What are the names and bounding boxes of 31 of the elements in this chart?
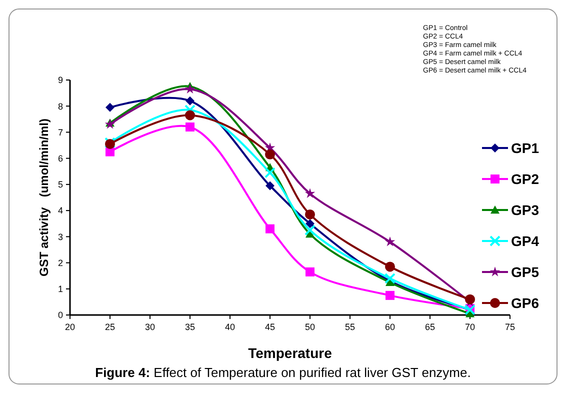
y-tick-label: 2	[58, 258, 63, 268]
x-tick-label: 70	[464, 322, 476, 332]
x-tick-label: 60	[384, 322, 396, 332]
legend-label: GP6	[511, 294, 540, 311]
x-tick-label: 50	[304, 322, 316, 332]
legend-label: GP4	[511, 232, 540, 249]
x-tick-label: 65	[424, 322, 436, 332]
y-tick-label: 7	[58, 127, 63, 138]
x-tick-label: 25	[104, 322, 116, 332]
y-tick-label: 9	[58, 75, 63, 86]
legend-label: GP1	[511, 140, 540, 156]
y-tick-label: 4	[58, 206, 63, 216]
y-tick-label: 3	[58, 232, 63, 242]
x-tick-label: 55	[344, 322, 356, 332]
x-axis-title: Temperature	[248, 345, 332, 361]
text: Figure 4: Effect of Temperature on purified rat liver GST enzyme.	[95, 365, 471, 380]
legend-label: GP5	[511, 264, 540, 280]
x-tick-label: 45	[264, 322, 276, 332]
legend-label: GP3	[511, 202, 540, 218]
x-tick-label: 30	[144, 322, 156, 332]
y-tick-label: 0	[58, 310, 63, 320]
x-tick-label: 75	[504, 322, 516, 332]
x-tick-label: 40	[224, 322, 236, 332]
y-axis-title: GST activity (umol/min/ml)	[37, 118, 51, 277]
y-tick-label: 8	[58, 101, 63, 112]
y-tick-label: 5	[58, 180, 63, 190]
legend-label: GP2	[511, 170, 540, 187]
x-tick-label: 35	[184, 322, 196, 332]
y-tick-label: 6	[58, 153, 63, 164]
y-tick-label: 1	[58, 284, 63, 294]
x-tick-label: 20	[64, 322, 76, 332]
